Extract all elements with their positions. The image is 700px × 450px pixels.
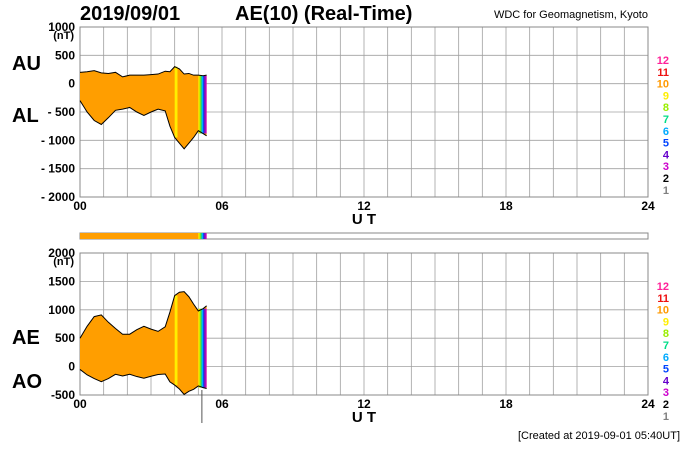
- station-stripe: [200, 308, 202, 388]
- status-bar-stripe: [203, 233, 205, 239]
- station-stripe: [205, 75, 207, 134]
- y-tick-label: - 2000: [41, 190, 75, 204]
- legend-count: 7: [663, 340, 669, 352]
- x-tick-label: 24: [641, 199, 655, 213]
- plot-frame: [79, 252, 649, 396]
- side-label-ae: AE: [12, 327, 40, 349]
- y-unit-label: (nT): [53, 30, 74, 42]
- station-stripe: [203, 308, 205, 388]
- legend-count: 8: [663, 102, 669, 114]
- station-stripe: [200, 75, 202, 134]
- status-bar-stripe: [199, 233, 201, 239]
- x-tick-label: 00: [73, 199, 87, 213]
- station-stripe: [204, 308, 206, 388]
- source-label: WDC for Geomagnetism, Kyoto: [493, 9, 648, 21]
- y-tick-label: 1000: [48, 20, 75, 34]
- y-tick-label: 1000: [48, 303, 75, 317]
- legend-count: 10: [657, 79, 669, 91]
- x-axis-label: U T: [352, 409, 376, 426]
- x-axis-label: U T: [352, 211, 376, 228]
- y-unit-label: (nT): [53, 256, 74, 268]
- status-bar-stripe: [200, 233, 202, 239]
- legend-count: 4: [663, 149, 670, 161]
- panel-0: [79, 26, 649, 198]
- x-tick-label: 06: [215, 199, 229, 213]
- panel-1: [79, 252, 649, 396]
- station-stripe: [199, 75, 201, 134]
- x-tick-label: 18: [499, 397, 513, 411]
- legend-count: 6: [663, 126, 669, 138]
- side-label-ao: AO: [12, 371, 42, 393]
- x-tick-label: 18: [499, 199, 513, 213]
- legend-count: 9: [663, 316, 669, 328]
- legend-count: 9: [663, 90, 669, 102]
- legend-count: 11: [657, 293, 669, 305]
- legend-count: 11: [657, 67, 669, 79]
- series-line-al: [79, 100, 207, 150]
- x-tick-label: 12: [357, 199, 371, 213]
- legend-count: 12: [657, 55, 669, 67]
- station-stripe: [199, 308, 201, 388]
- station-stripe: [201, 75, 204, 134]
- series-line-ae: [79, 291, 207, 339]
- station-stripe: [174, 66, 178, 138]
- legend-count: 3: [663, 387, 669, 399]
- station-stripe: [198, 75, 200, 134]
- legend-count: 6: [663, 352, 669, 364]
- station-stripe: [205, 308, 207, 388]
- series-line-au: [79, 66, 207, 78]
- status-bar-fill: [80, 233, 207, 239]
- x-tick-label: 06: [215, 397, 229, 411]
- y-tick-label: - 500: [48, 105, 76, 119]
- station-stripe: [201, 308, 204, 388]
- series-line-ao: [79, 369, 207, 396]
- y-tick-label: 0: [68, 360, 75, 374]
- y-tick-label: 500: [55, 48, 75, 62]
- y-tick-label: 500: [55, 331, 75, 345]
- legend-count: 5: [663, 138, 669, 150]
- station-stripe: [198, 308, 200, 388]
- legend-count: 12: [657, 281, 669, 293]
- legend-count: 2: [663, 399, 669, 411]
- station-stripe: [174, 295, 178, 386]
- legend-count: 5: [663, 364, 669, 376]
- status-bar-stripe: [198, 233, 200, 239]
- legend-count: 3: [663, 161, 669, 173]
- x-tick-label: 00: [73, 397, 87, 411]
- status-bar-stripe: [205, 233, 207, 239]
- x-tick-label: 24: [641, 397, 655, 411]
- data-area-fill: [80, 66, 207, 149]
- status-bar-stripe: [204, 233, 206, 239]
- legend-count: 1: [663, 411, 669, 423]
- y-tick-label: 1500: [48, 274, 75, 288]
- legend-count: 8: [663, 328, 669, 340]
- legend-count: 4: [663, 375, 670, 387]
- y-tick-label: 0: [68, 77, 75, 91]
- legend-count: 2: [663, 173, 669, 185]
- chart-date-title: 2019/09/01: [80, 3, 181, 25]
- legend-count: 10: [657, 305, 669, 317]
- y-tick-label: - 1500: [41, 162, 75, 176]
- created-timestamp: [Created at 2019-09-01 05:40UT]: [517, 430, 680, 442]
- legend-count: 1: [663, 185, 669, 197]
- status-bar-stripe: [201, 233, 204, 239]
- x-tick-label: 12: [357, 397, 371, 411]
- data-area-fill: [80, 291, 207, 395]
- y-tick-label: - 1000: [41, 133, 75, 147]
- station-stripe: [203, 75, 205, 134]
- y-tick-label: 2000: [48, 246, 75, 260]
- side-label-au: AU: [12, 53, 41, 75]
- station-stripe: [204, 75, 206, 134]
- chart-title: AE(10) (Real-Time): [235, 3, 413, 25]
- y-tick-label: -500: [51, 388, 75, 402]
- plot-frame: [79, 26, 649, 198]
- legend-count: 7: [663, 114, 669, 126]
- side-label-al: AL: [12, 105, 39, 127]
